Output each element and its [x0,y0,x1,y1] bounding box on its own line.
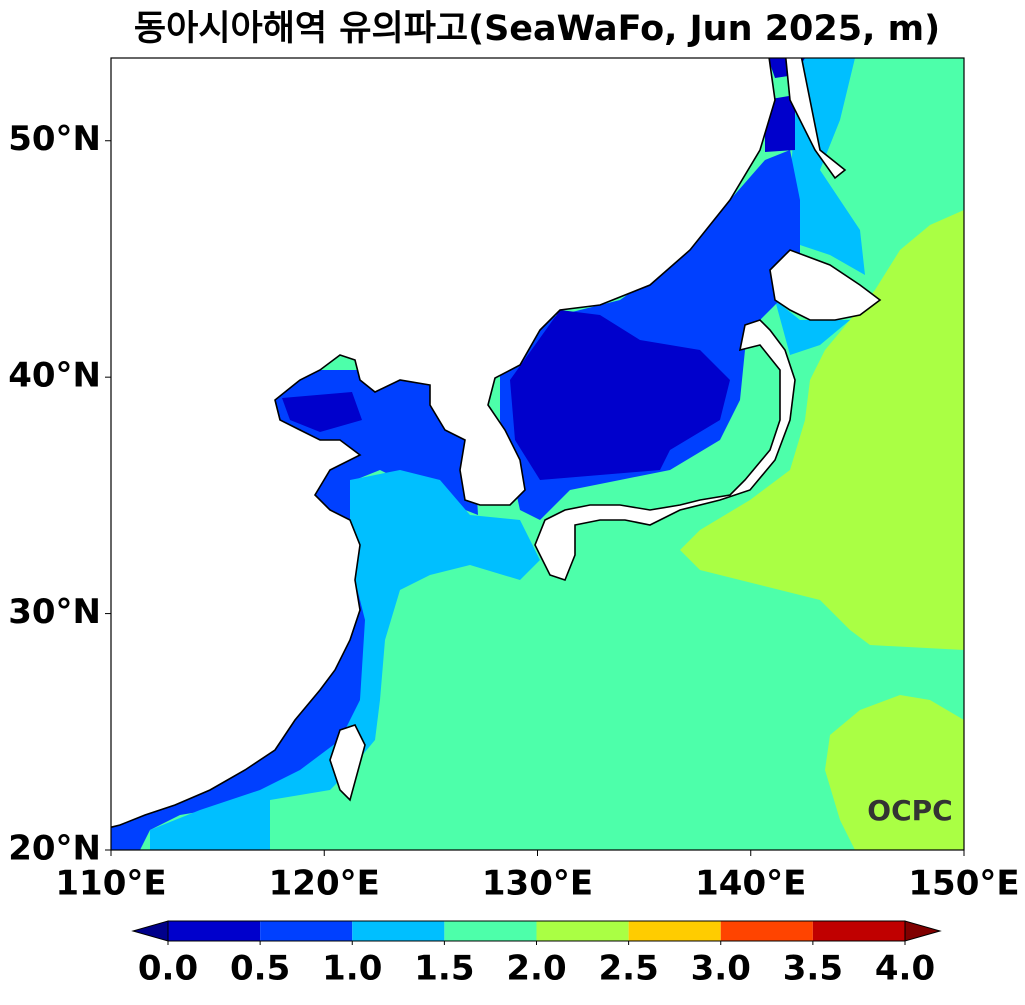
x-tick-label: 140°E [695,864,806,904]
wave-region [680,210,964,650]
colorbar-over [904,920,942,942]
land [329,724,366,802]
wave-region [150,470,540,850]
wave-region [510,310,730,480]
colorbar-label: 4.0 [875,949,935,989]
land [784,58,847,180]
colorbar-segment [536,921,629,941]
colorbar-label: 3.0 [691,949,751,989]
colorbar-label: 1.5 [414,949,474,989]
y-tick-label: 50°N [8,119,101,159]
colorbar-under [131,920,169,942]
x-tick-label: 110°E [55,864,166,904]
colorbar-label: 3.5 [783,949,843,989]
colorbar-segment [444,921,537,941]
colorbar-label: 0.0 [138,949,198,989]
logo: OCPC [867,794,952,827]
colorbar-label: 2.5 [599,949,659,989]
colorbar-label: 0.5 [230,949,290,989]
y-tick-label: 20°N [8,829,101,869]
y-tick-label: 40°N [8,356,101,396]
land [111,58,776,829]
x-tick-label: 130°E [482,864,593,904]
y-tick-label: 30°N [8,592,101,632]
land [534,319,796,581]
colorbar-segment [168,921,261,941]
axes-and-colorbar: 110°E 120°E 130°E 140°E 150°E 20°N 30°N 40°N 50°… [8,119,1019,988]
land [769,249,882,321]
map-area: OCPC [111,58,964,850]
map-title: 동아시아해역 유의파고(SeaWaFo, Jun 2025, m) [134,9,940,49]
colorbar-segment [260,921,353,941]
wave-region [775,300,850,355]
colorbar-label: 1.0 [322,949,382,989]
wave-region [825,695,964,850]
colorbar-segment [812,921,905,941]
colorbar-segment [628,921,721,941]
x-tick-label: 150°E [908,864,1019,904]
wave-region [282,392,362,432]
colorbar-label: 2.0 [506,949,566,989]
colorbar-segment [720,921,813,941]
colorbar-segment [352,921,445,941]
x-tick-label: 120°E [269,864,380,904]
